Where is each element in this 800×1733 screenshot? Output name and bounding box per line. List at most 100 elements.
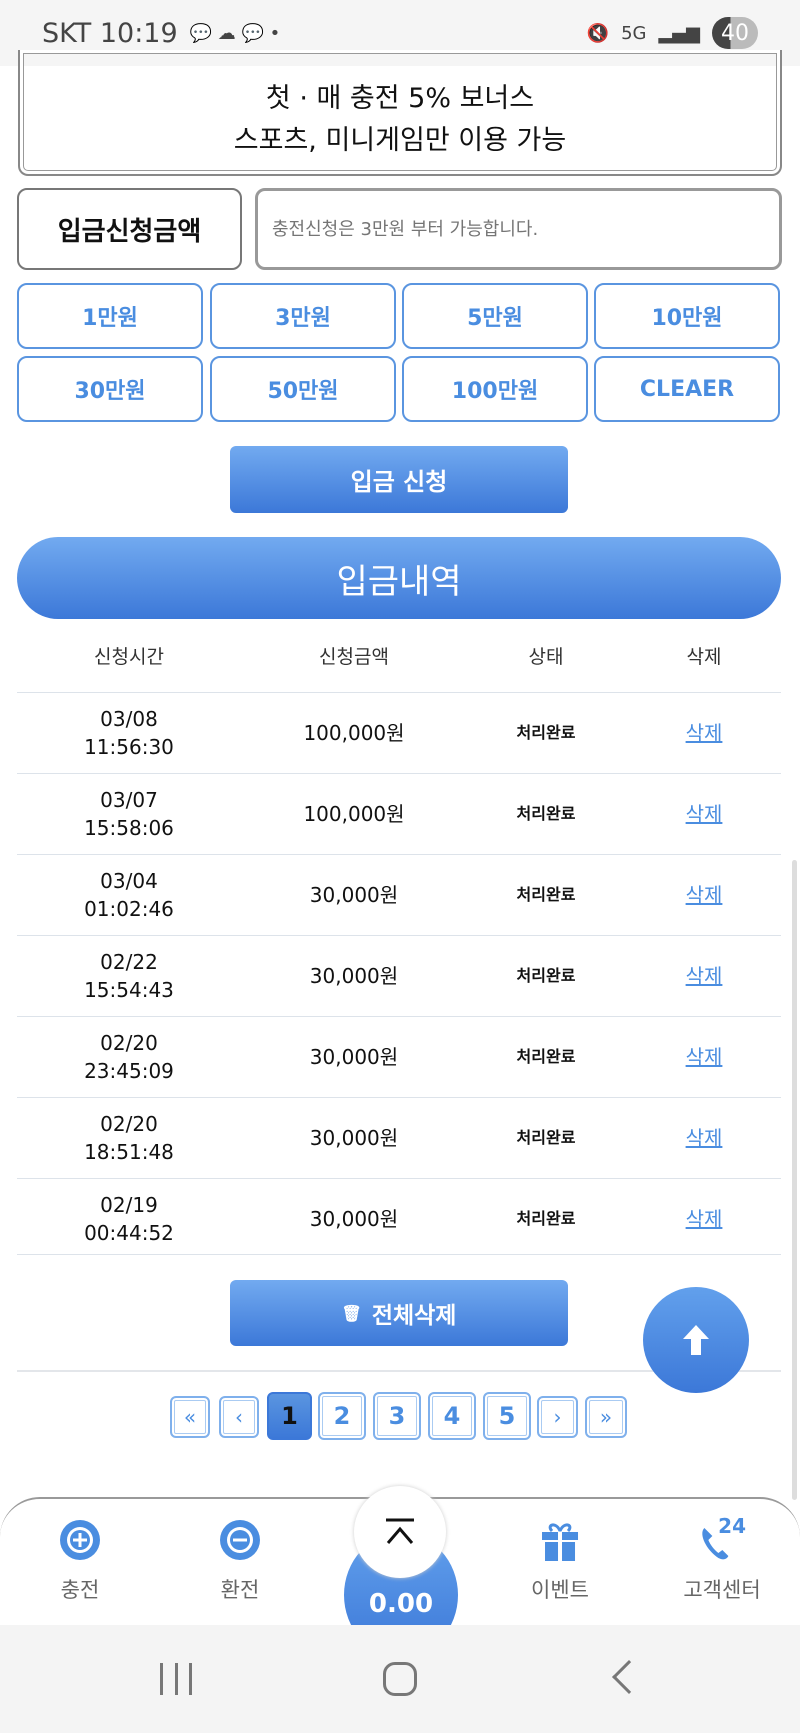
request-amount: 30,000원 [309,1126,399,1150]
page-1-button[interactable]: 1 [267,1392,312,1440]
support-badge: 24 [718,1514,746,1538]
header-time: 신청시간 [94,646,164,668]
balance-value: 0.00 [368,1589,434,1619]
page-first-button[interactable]: « [170,1396,210,1438]
request-time: 02/22 15:54:43 [84,948,174,1004]
table-row: 02/20 23:45:09 30,000원 처리완료 삭제 [17,1016,781,1097]
request-time: 03/04 01:02:46 [84,867,174,923]
request-amount: 30,000원 [309,1045,399,1069]
system-nav-bar [0,1625,800,1733]
request-date: 03/04 [100,869,158,893]
phone-24-icon: 24 [698,1514,746,1562]
page-prev-button[interactable]: ‹ [219,1396,259,1438]
delete-link[interactable]: 삭제 [685,883,723,907]
request-clock: 23:45:09 [84,1059,174,1083]
banner-line-2: 스포츠, 미니게임만 이용 가능 [233,125,567,156]
bonus-banner: 첫 · 매 충전 5% 보너스 스포츠, 미니게임만 이용 가능 [18,50,782,176]
delete-link[interactable]: 삭제 [685,1045,723,1069]
request-date: 02/22 [100,950,158,974]
collapse-button[interactable] [354,1486,446,1578]
battery-icon: 40 [712,17,758,49]
back-button[interactable] [612,1660,646,1694]
delete-link[interactable]: 삭제 [685,964,723,988]
request-status: 처리완료 [516,1047,576,1066]
nav-charge[interactable]: 충전 [58,1518,102,1604]
request-status: 처리완료 [516,1209,576,1228]
nav-support-label: 고객센터 [683,1578,761,1602]
scrollbar[interactable] [792,860,797,1500]
amount-button[interactable]: CLEAER [594,356,780,422]
status-bar: SKT 10:19 💬 ☁ 💬 • 🔇 5G ▂▄▆ 40 [0,0,800,66]
request-amount: 30,000원 [309,964,399,988]
request-time: 02/20 18:51:48 [84,1110,174,1166]
delete-link[interactable]: 삭제 [685,802,723,826]
request-clock: 00:44:52 [84,1221,174,1245]
nav-support[interactable]: 24 고객센터 [683,1514,761,1604]
request-amount: 100,000원 [303,721,405,745]
request-date: 03/07 [100,788,158,812]
nav-event-label: 이벤트 [531,1578,589,1602]
request-clock: 15:54:43 [84,978,174,1002]
nav-withdraw-label: 환전 [220,1578,260,1602]
chevron-up-icon [386,1518,414,1544]
delete-link[interactable]: 삭제 [685,721,723,745]
table-row: 03/07 15:58:06 100,000원 처리완료 삭제 [17,773,781,854]
network-icon: 5G [621,22,647,44]
page-next-button[interactable]: › [537,1396,578,1438]
recent-apps-button[interactable] [160,1663,192,1695]
amount-button[interactable]: 30만원 [17,356,203,422]
request-status: 처리완료 [516,885,576,904]
table-row: 02/22 15:54:43 30,000원 처리완료 삭제 [17,935,781,1016]
deposit-history-title: 입금내역 [17,537,781,619]
request-time: 02/20 23:45:09 [84,1029,174,1085]
chip-plus-icon [60,1520,100,1560]
table-end-divider [17,1254,781,1255]
amount-button[interactable]: 5만원 [402,283,588,349]
amount-button[interactable]: 3만원 [210,283,396,349]
divider [17,1370,781,1372]
arrow-up-icon [683,1325,709,1355]
nav-charge-label: 충전 [60,1578,100,1602]
header-status: 상태 [528,646,564,668]
request-date: 02/20 [100,1112,158,1136]
gift-icon [542,1523,578,1561]
header-amount: 신청금액 [319,646,389,668]
delete-all-button[interactable]: 🗑 전체삭제 [230,1280,568,1346]
table-row: 02/20 18:51:48 30,000원 처리완료 삭제 [17,1097,781,1178]
request-clock: 18:51:48 [84,1140,174,1164]
page-5-button[interactable]: 5 [483,1392,531,1440]
deposit-submit-button[interactable]: 입금 신청 [230,446,568,513]
request-status: 처리완료 [516,804,576,823]
request-amount: 30,000원 [309,883,399,907]
request-date: 03/08 [100,707,158,731]
table-row: 02/19 00:44:52 30,000원 처리완료 삭제 [17,1178,781,1259]
nav-event[interactable]: 이벤트 [531,1518,589,1604]
delete-link[interactable]: 삭제 [685,1207,723,1231]
request-amount: 100,000원 [303,802,405,826]
request-date: 02/19 [100,1193,158,1217]
page-last-button[interactable]: » [585,1396,627,1438]
request-clock: 01:02:46 [84,897,174,921]
request-time: 03/07 15:58:06 [84,786,174,842]
request-clock: 11:56:30 [84,735,174,759]
header-delete: 삭제 [686,646,722,668]
request-status: 처리완료 [516,966,576,985]
table-row: 03/08 11:56:30 100,000원 처리완료 삭제 [17,692,781,773]
nav-withdraw[interactable]: 환전 [218,1518,262,1604]
page-4-button[interactable]: 4 [428,1392,476,1440]
page-2-button[interactable]: 2 [318,1392,366,1440]
mute-icon: 🔇 [586,22,610,44]
amount-button[interactable]: 10만원 [594,283,780,349]
deposit-amount-input[interactable] [255,188,782,270]
amount-button[interactable]: 1만원 [17,283,203,349]
trash-icon: 🗑 [341,1303,362,1323]
amount-button[interactable]: 100만원 [402,356,588,422]
delete-link[interactable]: 삭제 [685,1126,723,1150]
amount-button[interactable]: 50만원 [210,356,396,422]
notification-icons: 💬 ☁ 💬 • [189,22,281,44]
page-3-button[interactable]: 3 [373,1392,421,1440]
home-button[interactable] [383,1662,417,1696]
chip-minus-icon [220,1520,260,1560]
scroll-to-top-button[interactable] [643,1287,749,1393]
request-status: 처리완료 [516,723,576,742]
